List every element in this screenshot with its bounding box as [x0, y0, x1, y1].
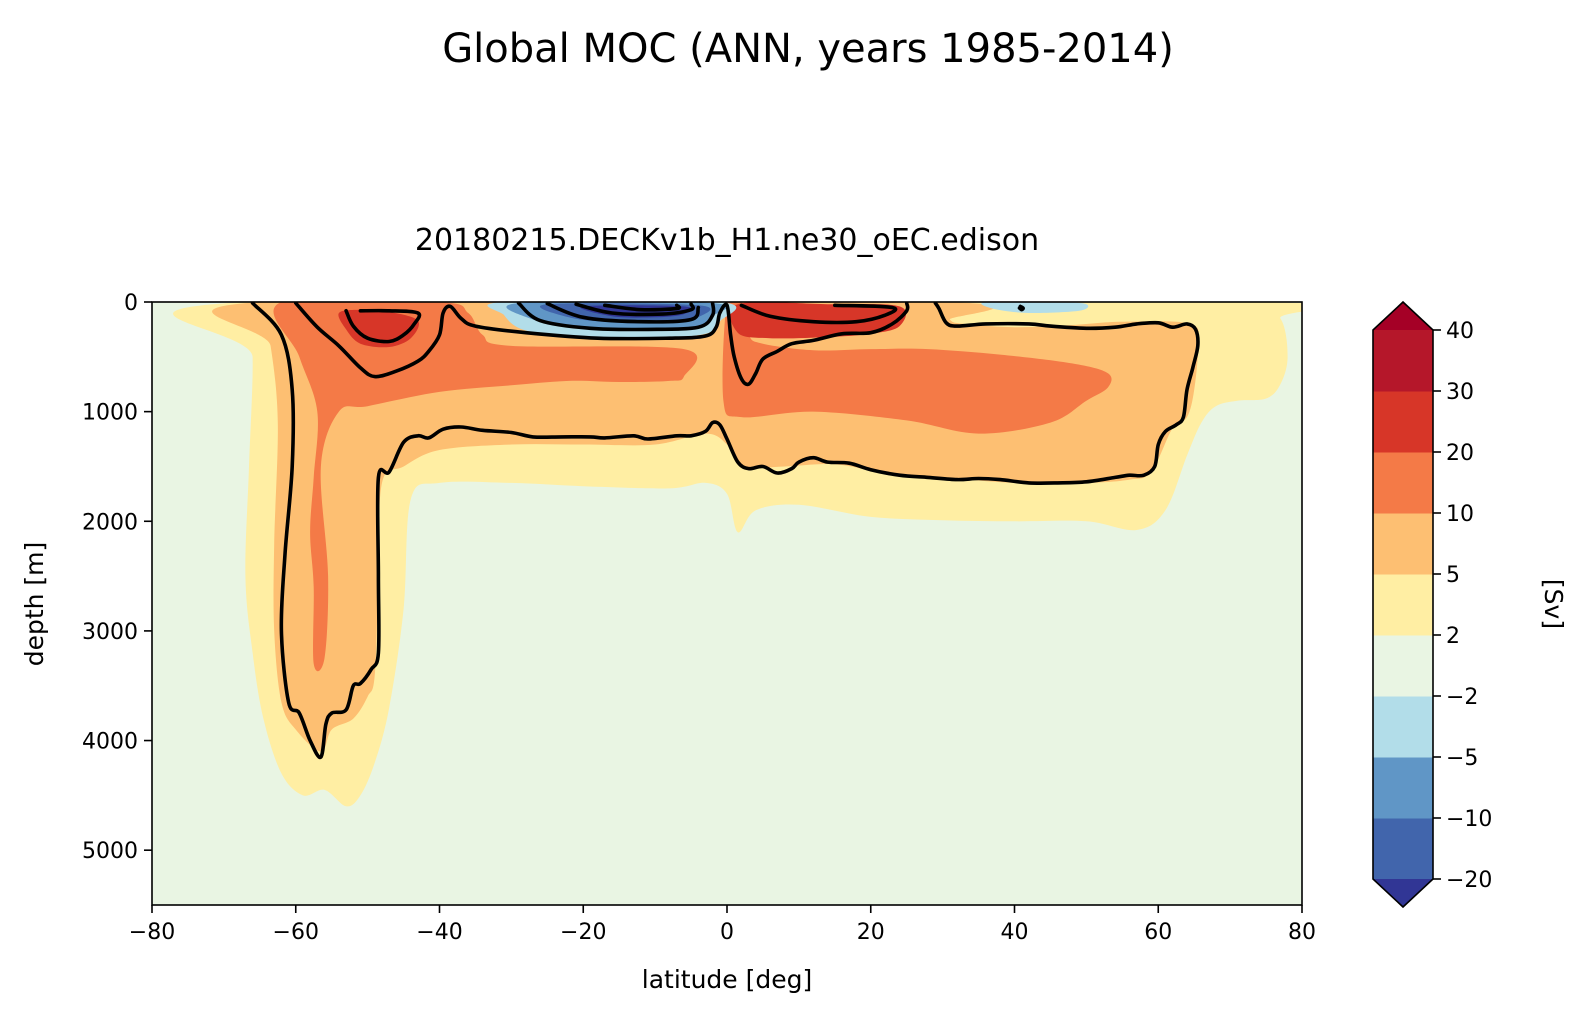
contour-fill-10 [722, 302, 1112, 434]
colorbar-segment [1373, 696, 1433, 758]
x-axis-label: latitude [deg] [642, 965, 812, 994]
contour-line-5 [250, 302, 1200, 760]
plot-title: 20180215.DECKv1b_H1.ne30_oEC.edison [415, 223, 1039, 258]
colorbar-tick-label: 2 [1446, 624, 1460, 649]
colorbar-tick-label: −5 [1446, 746, 1478, 771]
y-axis: 0 1000 2000 3000 4000 5000 [82, 291, 152, 864]
x-tick-label: 20 [857, 920, 885, 945]
y-tick-label: 1000 [82, 401, 138, 426]
colorbar-tick-label: 40 [1446, 319, 1474, 344]
y-tick-label: 2000 [82, 510, 138, 535]
contour-line-neg5 [545, 302, 701, 324]
contour-line-20 [739, 303, 898, 325]
colorbar: −20 −10 −5 −2 2 5 10 20 30 40 [1372, 300, 1492, 909]
colorbar-segment [1373, 574, 1433, 636]
x-tick-label: −20 [560, 920, 606, 945]
colorbar-segment [1373, 513, 1433, 575]
figure-suptitle: Global MOC (ANN, years 1985-2014) [442, 26, 1174, 72]
colorbar-segment [1373, 391, 1433, 453]
contour-line-neg20 [603, 303, 682, 312]
contour-line-2 [1017, 304, 1025, 312]
x-tick-label: −80 [129, 920, 175, 945]
colorbar-segment [1373, 330, 1433, 392]
contour-line-10 [294, 302, 910, 387]
x-axis: −80 −60 −40 −20 0 20 40 60 80 [129, 905, 1316, 945]
y-axis-label: depth [m] [20, 542, 49, 667]
colorbar-tick-label: −20 [1446, 868, 1492, 893]
contour-fill-neg2 [981, 302, 1089, 314]
colorbar-over-extension [1373, 302, 1433, 330]
colorbar-tick-label: −10 [1446, 807, 1492, 832]
contour-line-neg10 [574, 302, 695, 317]
colorbar-label: [Sv] [1539, 579, 1568, 629]
colorbar-tick-label: 10 [1446, 502, 1474, 527]
contour-lines [250, 302, 1200, 760]
colorbar-tick-label: 30 [1446, 380, 1474, 405]
contour-line-neg2 [516, 302, 716, 332]
x-tick-label: −40 [416, 920, 462, 945]
x-tick-label: 40 [1001, 920, 1029, 945]
contour-fill-10 [273, 302, 698, 672]
x-tick-label: −60 [273, 920, 319, 945]
x-tick-label: 80 [1288, 920, 1316, 945]
colorbar-under-extension [1373, 879, 1433, 907]
colorbar-segment [1373, 757, 1433, 819]
y-tick-label: 4000 [82, 730, 138, 755]
x-tick-label: 60 [1144, 920, 1172, 945]
contour-line-20 [344, 308, 422, 344]
colorbar-tick-label: 20 [1446, 441, 1474, 466]
y-tick-label: 3000 [82, 620, 138, 645]
x-tick-label: 0 [720, 920, 734, 945]
y-tick-label: 5000 [82, 839, 138, 864]
y-tick-label: 0 [124, 291, 138, 316]
colorbar-segment [1373, 635, 1433, 697]
colorbar-segment [1373, 818, 1433, 880]
colorbar-tick-label: 5 [1446, 563, 1460, 588]
plot-area [151, 301, 1303, 906]
colorbar-tick-label: −2 [1446, 685, 1478, 710]
colorbar-segment [1373, 452, 1433, 514]
